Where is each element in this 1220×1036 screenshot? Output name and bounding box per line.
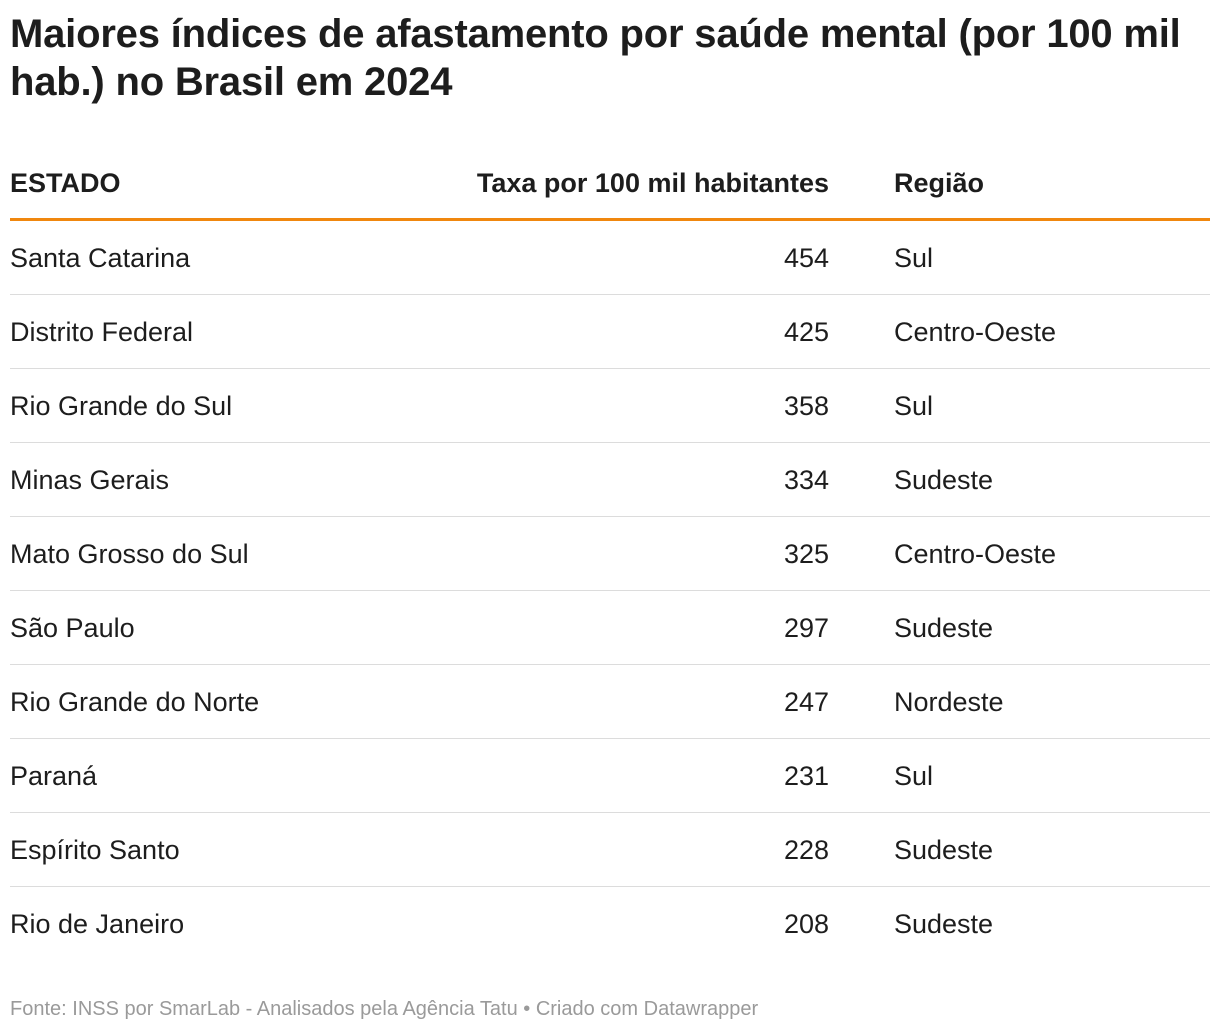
table-row: Rio Grande do Sul 358 Sul: [10, 369, 1210, 443]
cell-region: Sul: [894, 391, 934, 421]
data-table: ESTADO Taxa por 100 mil habitantes Regiã…: [10, 148, 1210, 960]
cell-rate: 358: [783, 391, 829, 421]
table-row: Rio de Janeiro 208 Sudeste: [10, 887, 1210, 960]
cell-rate: 231: [783, 761, 829, 791]
header-region[interactable]: Região: [894, 168, 985, 198]
table-row: Santa Catarina 454 Sul: [10, 221, 1210, 295]
cell-rate: 325: [783, 539, 829, 569]
table-header: ESTADO Taxa por 100 mil habitantes Regiã…: [10, 148, 1210, 221]
cell-region: Centro-Oeste: [894, 539, 1057, 569]
header-rate[interactable]: Taxa por 100 mil habitantes: [476, 168, 829, 198]
cell-region: Sul: [894, 243, 934, 273]
table-row: Rio Grande do Norte 247 Nordeste: [10, 665, 1210, 739]
cell-state: Rio Grande do Sul: [10, 391, 233, 421]
cell-rate: 334: [783, 465, 829, 495]
cell-rate: 454: [783, 243, 829, 273]
cell-rate: 297: [783, 613, 829, 643]
cell-state: Santa Catarina: [10, 243, 191, 273]
cell-state: Rio de Janeiro: [10, 909, 185, 939]
cell-rate: 208: [783, 909, 829, 939]
cell-state: Espírito Santo: [10, 835, 180, 865]
cell-region: Nordeste: [894, 687, 1004, 717]
cell-rate: 228: [783, 835, 829, 865]
cell-state: Rio Grande do Norte: [10, 687, 260, 717]
cell-rate: 247: [783, 687, 829, 717]
table-row: Distrito Federal 425 Centro-Oeste: [10, 295, 1210, 369]
table-row: Espírito Santo 228 Sudeste: [10, 813, 1210, 887]
cell-state: Paraná: [10, 761, 98, 791]
table-row: São Paulo 297 Sudeste: [10, 591, 1210, 665]
header-state[interactable]: ESTADO: [10, 168, 121, 198]
table-row: Mato Grosso do Sul 325 Centro-Oeste: [10, 517, 1210, 591]
table-body: Santa Catarina 454 Sul Distrito Federal 425 C…: [10, 221, 1210, 960]
cell-region: Sudeste: [894, 909, 994, 939]
cell-region: Sul: [894, 761, 934, 791]
cell-region: Sudeste: [894, 465, 994, 495]
chart-title: Maiores índices de afastamento por saúde…: [10, 12, 1181, 104]
cell-state: Mato Grosso do Sul: [10, 539, 249, 569]
table-row: Minas Gerais 334 Sudeste: [10, 443, 1210, 517]
cell-region: Sudeste: [894, 613, 994, 643]
cell-region: Centro-Oeste: [894, 317, 1057, 347]
source-footer: Fonte: INSS por SmarLab - Analisados pel…: [10, 998, 759, 1020]
cell-state: São Paulo: [10, 613, 135, 643]
table-row: Paraná 231 Sul: [10, 739, 1210, 813]
cell-rate: 425: [783, 317, 829, 347]
cell-state: Distrito Federal: [10, 317, 194, 347]
cell-state: Minas Gerais: [10, 465, 170, 495]
cell-region: Sudeste: [894, 835, 994, 865]
